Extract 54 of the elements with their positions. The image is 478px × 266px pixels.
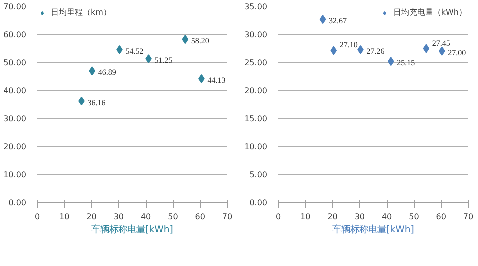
x-tick-label: 70 — [222, 212, 233, 222]
x-axis-title: 车辆标称电量[kWh] — [92, 224, 174, 236]
y-tick-label: 60.00 — [4, 30, 27, 40]
x-tick-label: 60 — [195, 212, 206, 222]
y-tick-label: 5.00 — [250, 170, 268, 180]
text: 58.20 — [191, 36, 210, 46]
y-tick-label: 10.00 — [244, 142, 268, 152]
text: 51.25 — [154, 56, 173, 65]
point — [146, 54, 152, 64]
text: 44.13 — [208, 76, 226, 85]
y-tick-label: 40.00 — [4, 86, 27, 96]
point — [388, 57, 394, 66]
x-tick-label: 40 — [140, 212, 152, 222]
x-tick-label: 30 — [114, 212, 124, 222]
y-tick-label: 0.00 — [250, 198, 268, 208]
point — [320, 15, 326, 24]
x-tick-label: 10 — [60, 212, 70, 222]
text: 46.89 — [98, 68, 116, 78]
x-tick-label: 30 — [354, 212, 366, 222]
x-tick-label: 60 — [436, 212, 446, 222]
y-tick-label: 50.00 — [4, 58, 27, 68]
y-tick-label: 20.00 — [244, 86, 268, 96]
y-tick-label: 30.00 — [4, 114, 27, 124]
x-tick-label: 0 — [276, 212, 282, 222]
x-tick-label: 50 — [409, 212, 420, 222]
x-tick-label: 0 — [34, 212, 40, 222]
y-tick-label: 25.00 — [244, 58, 268, 68]
x-tick-label: 20 — [86, 212, 97, 222]
x-tick-label: 50 — [168, 212, 178, 222]
y-tick-label: 30.00 — [244, 30, 268, 40]
text: 27.26 — [366, 46, 385, 56]
x-axis-title: 车辆标称电量[kWh] — [332, 224, 414, 236]
y-tick-label: 10.00 — [4, 170, 27, 180]
x-tick-label: 20 — [328, 212, 338, 222]
text: 27.10 — [340, 40, 358, 50]
y-tick-label: 35.00 — [244, 2, 268, 12]
y-tick-label: 0.00 — [8, 198, 26, 208]
x-tick-label: 70 — [463, 212, 474, 222]
text: 54.52 — [126, 46, 144, 56]
point — [423, 44, 430, 54]
y-tick-label: 15.00 — [244, 114, 268, 124]
point — [182, 35, 189, 44]
point — [330, 46, 338, 56]
text: 25.15 — [397, 58, 416, 68]
y-tick-label: 70.00 — [4, 2, 27, 12]
y-tick-label: 20.00 — [4, 142, 27, 152]
text: 32.67 — [329, 16, 348, 26]
text: 36.16 — [88, 98, 106, 108]
text: 27.45 — [432, 38, 450, 48]
text: 27.00 — [448, 48, 466, 58]
legend-label: 日均里程（km） — [51, 7, 112, 18]
x-tick-label: 10 — [300, 212, 311, 222]
legend-label: 日均充电量（kWh） — [393, 7, 467, 18]
x-tick-label: 40 — [382, 212, 392, 222]
